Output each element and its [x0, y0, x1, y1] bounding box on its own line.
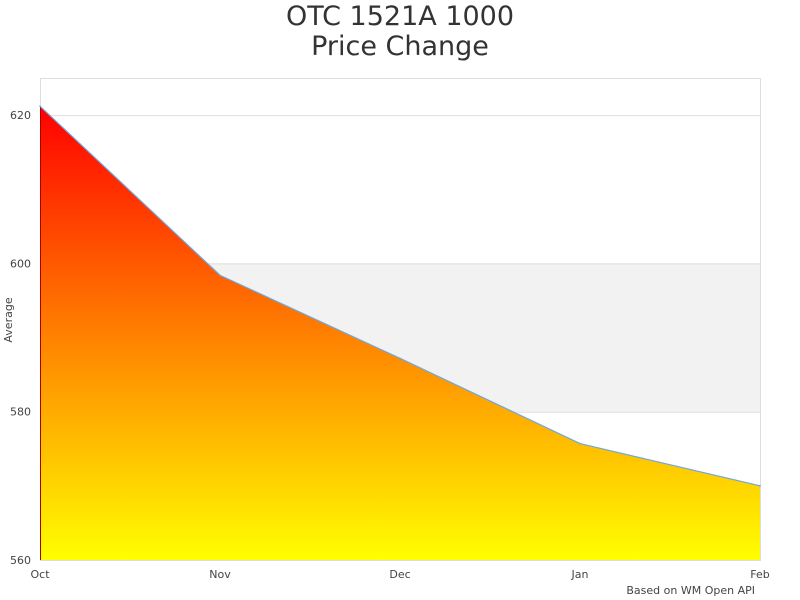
- y-tick-label: 580: [10, 406, 31, 419]
- credit-text: Based on WM Open API: [626, 584, 755, 597]
- data-point: [579, 442, 581, 445]
- y-axis-label: Average: [2, 297, 15, 342]
- y-tick-label: 560: [10, 554, 31, 567]
- data-point: [759, 485, 761, 487]
- chart-title-line1: OTC 1521A 1000: [285, 1, 515, 32]
- data-point: [219, 274, 221, 277]
- x-tick-label: Jan: [571, 568, 589, 581]
- x-tick-label: Feb: [750, 568, 769, 581]
- x-tick-label: Dec: [389, 568, 410, 581]
- chart-title: OTC 1521A 1000 Price Change: [0, 2, 800, 62]
- y-tick-label: 620: [10, 109, 31, 122]
- chart-title-line2: Price Change: [311, 31, 489, 62]
- data-point: [399, 357, 401, 360]
- data-point: [39, 105, 41, 107]
- y-tick-label: 600: [10, 257, 31, 270]
- x-tick-label: Nov: [209, 568, 231, 581]
- area-fill: [40, 106, 760, 560]
- x-tick-label: Oct: [30, 568, 50, 581]
